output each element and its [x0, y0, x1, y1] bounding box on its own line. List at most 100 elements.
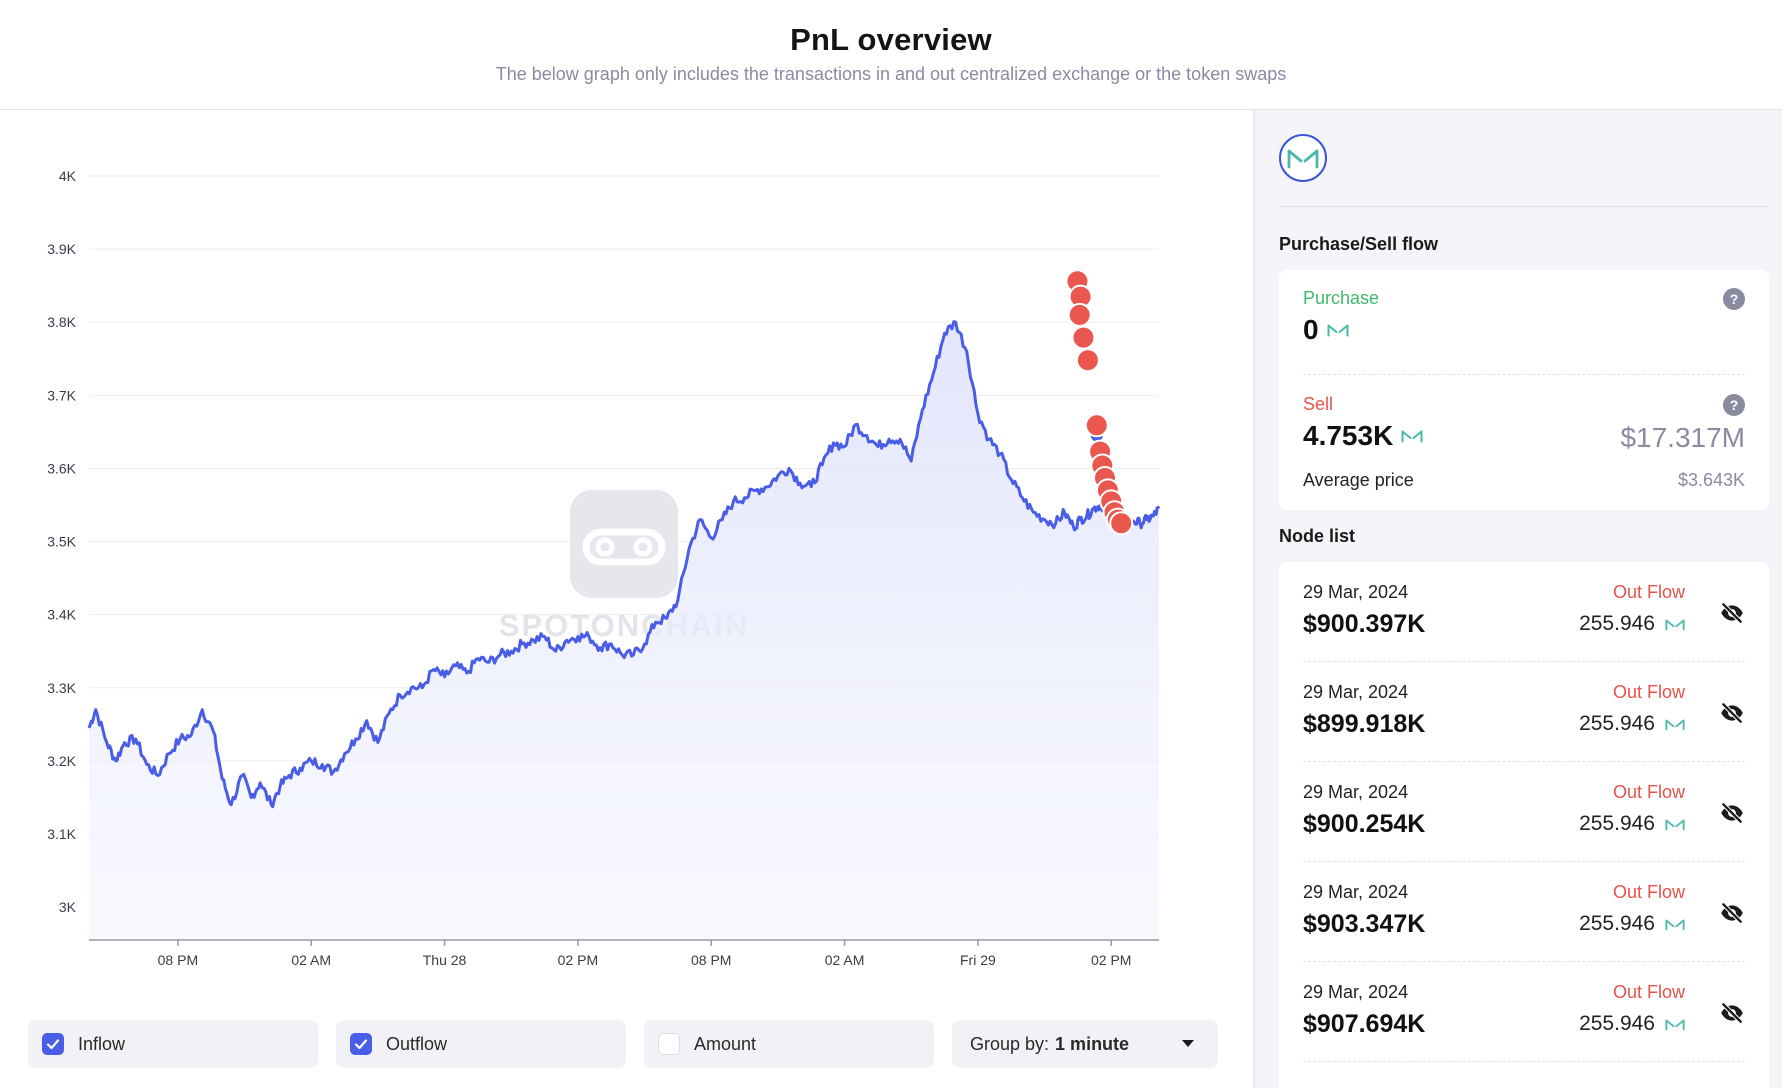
maker-logo-icon — [1279, 134, 1327, 182]
node-list-title: Node list — [1279, 526, 1356, 546]
inflow-toggle[interactable]: Inflow — [28, 1020, 318, 1068]
purchase-amount: 0 — [1303, 314, 1319, 345]
flow-card: Purchase ? 0 Sell ? 4.753K $17.317M Aver… — [1279, 270, 1769, 510]
amount-toggle[interactable]: Amount — [644, 1020, 934, 1068]
y-tick-label: 4K — [59, 168, 77, 184]
x-tick-label: Thu 28 — [423, 952, 467, 968]
chevron-down-icon — [1182, 1040, 1194, 1047]
node-amount-text: 255.946 — [1579, 812, 1655, 835]
eye-off-icon[interactable] — [1719, 600, 1745, 626]
node-separator — [1303, 661, 1745, 662]
node-list-item[interactable]: 29 Mar, 2024 $900.254K Out Flow 255.946 — [1303, 762, 1745, 862]
maker-token-icon — [1665, 719, 1685, 730]
sell-label: Sell — [1303, 394, 1334, 414]
x-tick-label: 02 PM — [558, 952, 598, 968]
node-list-item[interactable]: 29 Mar, 2024 $903.347K Out Flow 255.946 — [1303, 862, 1745, 962]
node-usd-value: $907.694K — [1303, 1010, 1426, 1038]
node-list-item[interactable]: 29 Mar, 2024 $907.694K Out Flow 255.946 — [1303, 962, 1745, 1062]
node-date: 29 Mar, 2024 — [1303, 582, 1409, 602]
node-token-amount: 255.946 — [1579, 912, 1685, 936]
purchase-value: 0 — [1303, 314, 1349, 346]
sell-amount: 4.753K — [1303, 420, 1394, 451]
node-usd-value: $900.397K — [1303, 610, 1426, 638]
chart-controls: Inflow Outflow Amount Group by: 1 minute — [28, 1020, 1218, 1070]
maker-token-icon — [1327, 324, 1349, 337]
purchase-help-icon[interactable]: ? — [1723, 288, 1745, 310]
chart-panel: SPOTONCHAIN 4K 3.9K 3.8K 3.7K 3.6K 3.5K 3.4K 3.… — [0, 110, 1253, 1088]
pnl-chart[interactable]: SPOTONCHAIN 4K3.9K3.8K3.7K3.6K3.5K3.4K3.… — [0, 110, 1253, 1010]
sidebar-divider — [1279, 206, 1769, 207]
sell-help-icon[interactable]: ? — [1723, 394, 1745, 416]
amount-checkbox[interactable] — [658, 1033, 680, 1055]
flow-card-separator — [1303, 374, 1745, 375]
outflow-toggle[interactable]: Outflow — [336, 1020, 626, 1068]
y-tick-label: 3.6K — [47, 460, 76, 476]
group-by-label: Group by: — [970, 1033, 1050, 1054]
inflow-label: Inflow — [78, 1033, 126, 1054]
node-separator — [1303, 861, 1745, 862]
page-title: PnL overview — [790, 22, 992, 57]
node-date: 29 Mar, 2024 — [1303, 782, 1409, 802]
node-amount-text: 255.946 — [1579, 612, 1655, 635]
x-tick-label: 02 AM — [291, 952, 331, 968]
node-date: 29 Mar, 2024 — [1303, 982, 1409, 1002]
price-area-fill — [89, 321, 1159, 940]
check-icon — [354, 1039, 368, 1050]
outflow-checkbox[interactable] — [350, 1033, 372, 1055]
sell-marker[interactable] — [1084, 413, 1109, 438]
node-flow-type: Out Flow — [1612, 582, 1685, 602]
maker-token-icon — [1665, 619, 1685, 630]
node-usd-value: $899.918K — [1303, 710, 1426, 738]
outflow-label: Outflow — [386, 1033, 448, 1054]
x-tick-label: 08 PM — [158, 952, 198, 968]
node-amount-text: 255.946 — [1579, 712, 1655, 735]
node-flow-type: Out Flow — [1612, 782, 1685, 802]
sell-value: 4.753K — [1303, 420, 1423, 452]
sell-marker[interactable] — [1071, 325, 1096, 350]
node-token-amount: 255.946 — [1579, 712, 1685, 736]
node-list-item[interactable]: 29 Mar, 2024 $899.918K Out Flow 255.946 — [1303, 662, 1745, 762]
y-tick-label: 3.2K — [47, 753, 76, 769]
node-amount-text: 255.946 — [1579, 912, 1655, 935]
eye-off-icon[interactable] — [1719, 700, 1745, 726]
average-price-value: $3.643K — [1677, 470, 1745, 490]
y-tick-label: 3.3K — [47, 680, 76, 696]
eye-off-icon[interactable] — [1719, 1000, 1745, 1026]
node-token-amount: 255.946 — [1579, 812, 1685, 836]
y-tick-label: 3.4K — [47, 607, 76, 623]
x-tick-label: 08 PM — [691, 952, 731, 968]
node-separator — [1303, 761, 1745, 762]
sell-usd-value: $17.317M — [1620, 422, 1745, 453]
sidebar: Purchase/Sell flow Purchase ? 0 Sell ? 4… — [1255, 110, 1782, 1088]
node-date: 29 Mar, 2024 — [1303, 882, 1409, 902]
inflow-checkbox[interactable] — [42, 1033, 64, 1055]
node-list-item[interactable]: 29 Mar, 2024 $900.397K Out Flow 255.946 — [1303, 562, 1745, 662]
eye-off-icon[interactable] — [1719, 800, 1745, 826]
node-usd-value: $900.254K — [1303, 810, 1426, 838]
y-tick-label: 3.8K — [47, 314, 76, 330]
purchase-label: Purchase — [1303, 288, 1380, 308]
node-flow-type: Out Flow — [1612, 682, 1685, 702]
y-tick-label: 3.9K — [47, 241, 76, 257]
x-tick-label: 02 AM — [825, 952, 865, 968]
sell-marker[interactable] — [1109, 511, 1134, 536]
node-separator — [1303, 1061, 1745, 1062]
y-tick-label: 3.5K — [47, 534, 76, 550]
page-header: PnL overview The below graph only includ… — [0, 0, 1782, 110]
node-list: 29 Mar, 2024 $900.397K Out Flow 255.946 29 M… — [1279, 562, 1769, 1088]
average-price-label: Average price — [1303, 470, 1414, 490]
node-token-amount: 255.946 — [1579, 1012, 1685, 1036]
price-line — [87, 320, 1161, 809]
x-tick-label: 02 PM — [1091, 952, 1131, 968]
node-separator — [1303, 961, 1745, 962]
sell-marker[interactable] — [1067, 302, 1092, 327]
maker-token-icon — [1665, 819, 1685, 830]
y-tick-label: 3.1K — [47, 826, 76, 842]
node-usd-value: $903.347K — [1303, 910, 1426, 938]
node-flow-type: Out Flow — [1612, 982, 1685, 1002]
node-token-amount: 255.946 — [1579, 612, 1685, 636]
y-tick-label: 3K — [59, 899, 77, 915]
eye-off-icon[interactable] — [1719, 900, 1745, 926]
sell-marker[interactable] — [1075, 348, 1100, 373]
group-by-select[interactable]: Group by: 1 minute — [952, 1020, 1218, 1068]
